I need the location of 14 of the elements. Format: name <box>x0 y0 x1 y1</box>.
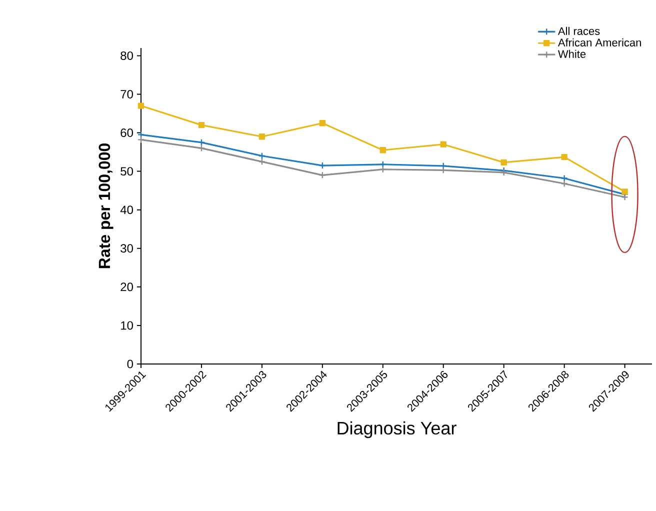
legend-label: White <box>558 50 586 58</box>
legend-label: All races <box>558 26 600 35</box>
y-tick-label: 20 <box>120 282 134 292</box>
y-tick-label: 30 <box>120 244 134 253</box>
y-tick-label: 10 <box>121 321 134 330</box>
y-tick-label: 60 <box>120 128 134 138</box>
legend-label: African American <box>558 38 641 46</box>
y-tick-label: 80 <box>120 51 134 60</box>
y-tick-label: 70 <box>120 90 134 98</box>
y-tick-label: 40 <box>120 206 134 214</box>
y-tick-label: 50 <box>120 167 134 176</box>
y-axis-title: Rate per 100,000 <box>98 144 114 268</box>
y-tick-label: 0 <box>127 360 134 368</box>
x-axis-title: Diagnosis Year <box>338 421 456 438</box>
